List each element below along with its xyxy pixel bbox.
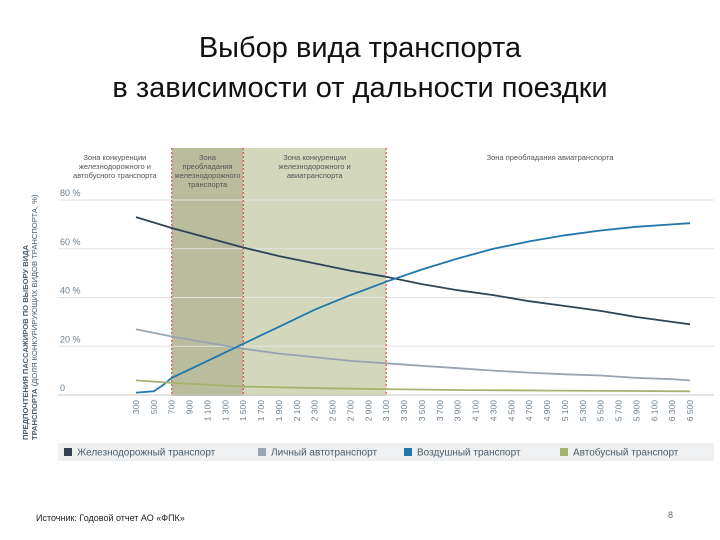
x-tick-label: 1 300	[220, 400, 230, 422]
series-line-3	[135, 222, 691, 394]
x-tick-labels: 300 500 700 900 1 100 1 300 1 500 1 700 1 900 2 1…	[131, 400, 695, 422]
legend-background	[58, 443, 714, 461]
zone-3	[243, 148, 387, 396]
series-lines	[135, 216, 691, 394]
legend-swatch-3	[404, 448, 412, 456]
slide-title-line-2: в зависимости от дальности поездки	[112, 72, 608, 104]
zone-1	[58, 148, 172, 396]
x-tick-label: 5 500	[596, 400, 606, 422]
legend: Железнодорожный транспорт Личный автотран…	[58, 443, 714, 461]
x-tick-label: 5 700	[614, 400, 624, 422]
y-tick-label: 60 %	[60, 237, 81, 247]
x-tick-label: 1 700	[256, 400, 266, 422]
x-tick-label: 3 500	[417, 400, 427, 422]
x-tick-label: 900	[185, 400, 195, 414]
x-tick-label: 2 500	[328, 400, 338, 422]
x-tick-label: 4 700	[524, 400, 534, 422]
series-line-4	[135, 379, 691, 393]
x-tick-label: 3 700	[435, 400, 445, 422]
x-tick-label: 2 900	[363, 400, 373, 422]
y-tick-label: 20 %	[60, 334, 81, 344]
x-tick-label: 6 300	[667, 400, 677, 422]
zone-2	[171, 148, 244, 396]
x-tick-label: 2 300	[310, 400, 320, 422]
series-line-2	[135, 328, 691, 382]
zone-4	[386, 148, 714, 396]
x-tick-label: 1 500	[238, 400, 248, 422]
x-tick-label: 4 500	[506, 400, 516, 422]
x-tick-label: 3 900	[453, 400, 463, 422]
y-axis-label: ПРЕДПОЧТЕНИЯ ПАССАЖИРОВ ПО ВЫБОРУ ВИДАТР…	[21, 194, 39, 440]
x-tick-label: 4 900	[542, 400, 552, 422]
series-line-1	[135, 216, 691, 326]
page-number: 8	[668, 510, 674, 520]
legend-label-1: Железнодорожный транспорт	[77, 448, 216, 459]
zone-label-2: Зона преобладания железнодорожного транспор…	[175, 153, 241, 189]
y-tick-label: 80 %	[60, 188, 81, 198]
x-tick-label: 1 100	[202, 400, 212, 422]
x-tick-label: 5 100	[560, 400, 570, 422]
transport-preference-chart: Зона конкуренции железнодорожного и автобу…	[21, 148, 714, 461]
y-axis-label-text: ПРЕДПОЧТЕНИЯ ПАССАЖИРОВ ПО ВЫБОРУ ВИДАТР…	[21, 194, 39, 440]
x-tick-label: 6 500	[685, 400, 695, 422]
legend-swatch-1	[64, 448, 72, 456]
x-tick-label: 3 300	[399, 400, 409, 422]
zone-labels: Зона конкуренции железнодорожного и автобу…	[73, 153, 614, 189]
zone-label-4: Зона преобладания авиатранспорта	[487, 153, 615, 162]
source-note: Источник: Годовой отчет АО «ФПК»	[36, 513, 185, 523]
x-tick-label: 6 100	[649, 400, 659, 422]
legend-label-3: Воздушный транспорт	[417, 448, 521, 459]
legend-swatch-2	[258, 448, 266, 456]
x-tick-label: 2 700	[345, 400, 355, 422]
x-tick-label: 5 300	[578, 400, 588, 422]
slide-title-line-1: Выбор вида транспорта	[198, 32, 522, 64]
legend-label-4: Автобусный транспорт	[573, 447, 679, 459]
x-tick-label: 700	[167, 400, 177, 414]
x-tick-label: 5 900	[631, 400, 641, 422]
legend-label-2: Личный автотранспорт	[271, 448, 377, 459]
x-tick-label: 2 100	[292, 400, 302, 422]
x-tick-label: 500	[149, 400, 159, 414]
zone-label-3: Зона конкуренции железнодорожного и авиатр…	[279, 153, 351, 180]
x-tick-label: 4 100	[471, 400, 481, 422]
y-tick-labels: 0 20 % 40 % 60 % 80 %	[60, 188, 81, 393]
legend-swatch-4	[560, 448, 568, 456]
y-tick-label: 0	[60, 383, 65, 393]
zone-boundary-lines	[171, 148, 387, 395]
x-tick-label: 4 300	[488, 400, 498, 422]
x-tick-label: 1 900	[274, 400, 284, 422]
zone-label-1: Зона конкуренции железнодорожного и автобу…	[73, 153, 157, 180]
y-tick-label: 40 %	[60, 286, 81, 296]
x-tick-label: 300	[131, 400, 141, 414]
x-tick-label: 3 100	[381, 400, 391, 422]
